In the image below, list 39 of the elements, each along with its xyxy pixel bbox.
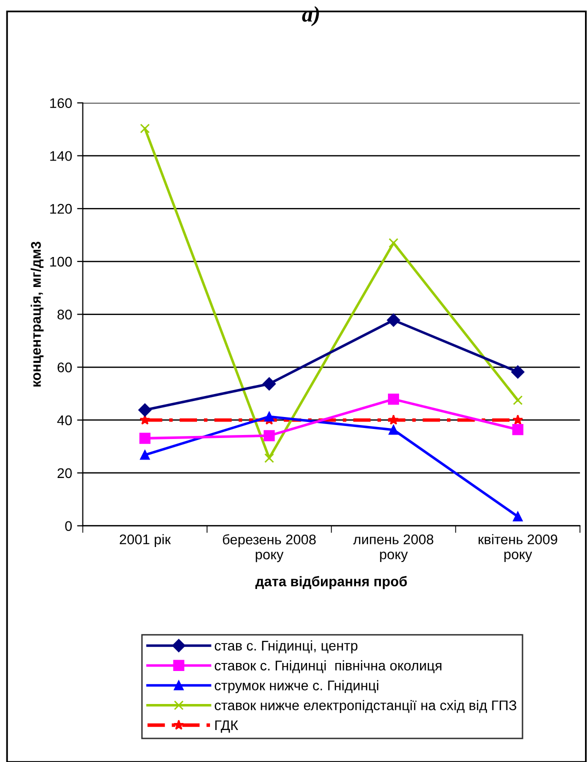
point <box>264 453 274 463</box>
point <box>388 414 399 425</box>
y-tick-label: 40 <box>57 415 72 426</box>
point <box>386 314 400 327</box>
point <box>140 450 150 460</box>
x-tick-label: липень 2008 року <box>353 534 434 562</box>
point <box>388 394 400 405</box>
y-tick-label: 60 <box>58 362 72 372</box>
point <box>511 365 524 379</box>
x-tick-label: березень 2008 року <box>222 534 316 562</box>
x-axis-title: дата відбирання проб <box>255 576 407 590</box>
point <box>264 430 275 442</box>
y-tick-label: 100 <box>50 256 72 267</box>
x-tick-label: 2001 рік <box>120 534 171 548</box>
legend-label: ГДК <box>215 720 238 733</box>
legend-label: струмок нижче с. Гнідинці <box>214 680 378 694</box>
x-tick-label: квітень 2009 року <box>478 534 558 562</box>
legend-label: ставок нижче електропідстанції на схід від ГПЗ <box>214 700 516 714</box>
point <box>388 424 398 435</box>
point <box>388 238 398 248</box>
point <box>512 395 523 406</box>
y-tick-label: 120 <box>50 204 72 214</box>
point <box>140 124 150 134</box>
legend-label: став с. Гнідинці, центр <box>214 640 358 654</box>
legend-label: ставок с. Гнідинці північна околиця <box>214 660 442 674</box>
point <box>139 432 150 444</box>
point <box>512 512 523 522</box>
y-tick-label: 0 <box>65 521 72 531</box>
y-tick-label: 160 <box>50 98 72 108</box>
y-tick-label: 20 <box>58 468 72 478</box>
point <box>264 412 274 422</box>
y-tick-label: 80 <box>58 310 72 320</box>
point <box>138 403 152 417</box>
y-axis-title: концентрація, мг/дм3 <box>30 242 44 386</box>
point <box>512 414 524 425</box>
point <box>262 377 276 390</box>
point <box>512 424 524 436</box>
point <box>140 414 150 425</box>
y-tick-label: 140 <box>50 151 72 161</box>
